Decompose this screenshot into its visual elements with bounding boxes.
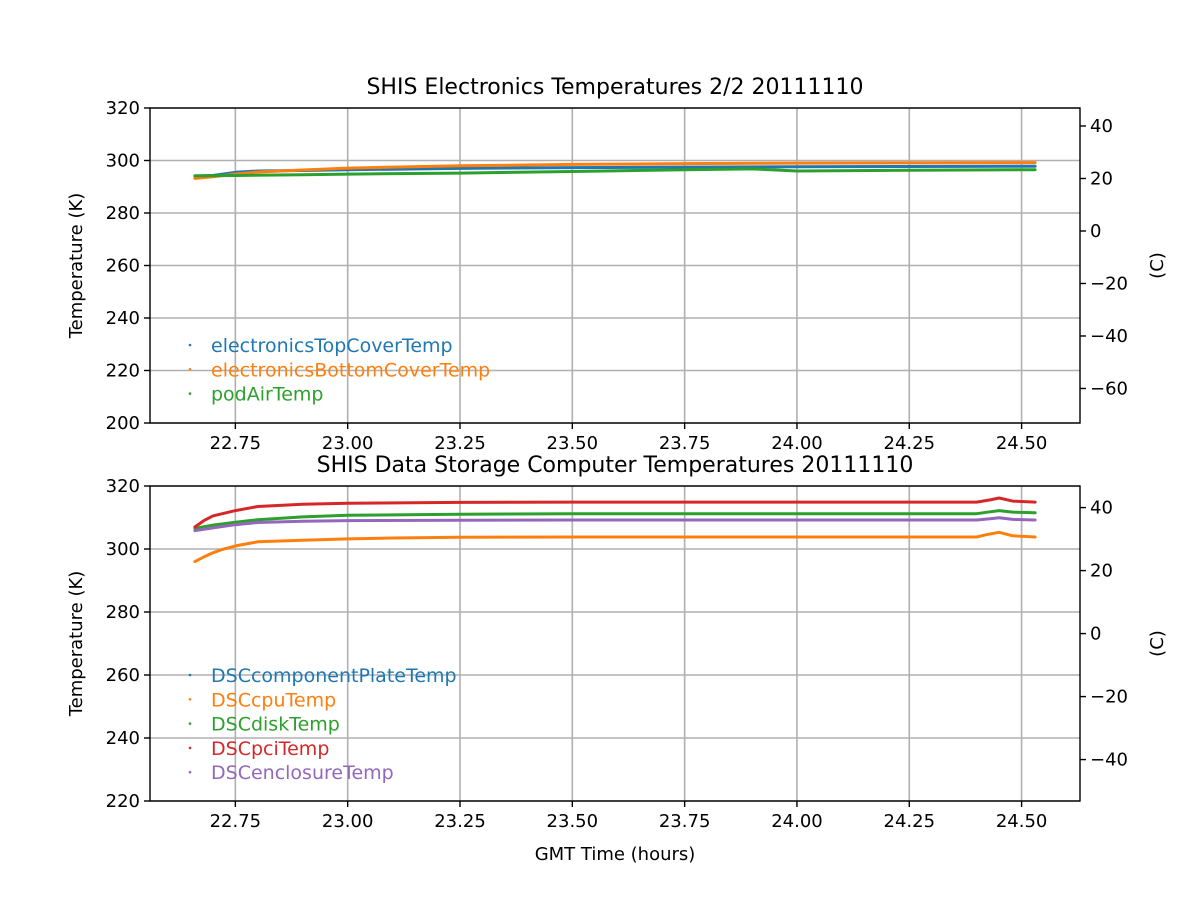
x-tick-label: 24.25 bbox=[884, 433, 936, 454]
y-tick-label: 240 bbox=[106, 308, 140, 329]
chart-title: SHIS Electronics Temperatures 2/2 201111… bbox=[366, 75, 863, 100]
series-line-electronicsTopCoverTemp bbox=[193, 164, 1037, 178]
y2-tick-label: 40 bbox=[1090, 116, 1113, 137]
series-line-DSCcpuTemp bbox=[193, 530, 1037, 564]
x-tick-label: 24.25 bbox=[884, 811, 936, 832]
y2-tick-label: −40 bbox=[1090, 750, 1128, 771]
legend-marker bbox=[188, 392, 192, 395]
legend-marker bbox=[188, 770, 192, 774]
legend-marker bbox=[188, 746, 192, 750]
x-tick-label: 24.00 bbox=[771, 433, 823, 454]
x-tick-label: 24.50 bbox=[996, 811, 1048, 832]
y-tick-label: 300 bbox=[106, 151, 140, 172]
plot-frame bbox=[149, 485, 1081, 802]
legend-marker bbox=[188, 722, 192, 725]
x-tick-label: 22.75 bbox=[210, 433, 262, 454]
y2-tick-label: 40 bbox=[1090, 498, 1113, 519]
legend-marker bbox=[188, 343, 192, 347]
series-line-DSCdiskTemp bbox=[193, 509, 1037, 530]
y-tick-label: 280 bbox=[106, 602, 140, 623]
x-tick-label: 24.00 bbox=[771, 811, 823, 832]
legend-label: DSCcpuTemp bbox=[211, 689, 336, 711]
y-tick-label: 240 bbox=[106, 728, 140, 749]
chart-title: SHIS Data Storage Computer Temperatures … bbox=[317, 453, 914, 478]
y2-tick-label: 0 bbox=[1090, 221, 1101, 242]
electronics-temperatures-chart: 22.75 23.00 23.25 23.50 23.75 24.00 24.25 24.50… bbox=[66, 75, 1168, 454]
legend: electronicsTopCoverTempelectronicsBottom… bbox=[188, 335, 490, 406]
x-tick-label: 23.25 bbox=[434, 811, 486, 832]
legend-label: DSCenclosureTemp bbox=[211, 762, 394, 784]
x-tick-label: 23.50 bbox=[547, 811, 599, 832]
y2-tick-label: −60 bbox=[1090, 378, 1128, 399]
y2-axis-label: (C) bbox=[1147, 252, 1168, 279]
legend-marker bbox=[188, 698, 192, 701]
y-tick-label: 320 bbox=[106, 98, 140, 119]
y-tick-label: 220 bbox=[106, 791, 140, 812]
legend-label: podAirTemp bbox=[211, 384, 323, 406]
series-line-DSCenclosureTemp bbox=[193, 516, 1037, 533]
y2-tick-label: −20 bbox=[1090, 687, 1128, 708]
x-tick-label: 23.75 bbox=[659, 433, 711, 454]
y-axis-label: Temperature (K) bbox=[66, 571, 87, 718]
y2-tick-label: −20 bbox=[1090, 273, 1128, 294]
x-tick-label: 22.75 bbox=[210, 811, 262, 832]
y2-tick-label: 0 bbox=[1090, 624, 1101, 645]
dsc-temperatures-chart: 22.75 23.00 23.25 23.50 23.75 24.00 24.25 24.50… bbox=[66, 453, 1168, 865]
legend-label: electronicsBottomCoverTemp bbox=[211, 359, 490, 381]
legend-marker bbox=[188, 673, 192, 677]
y-tick-label: 260 bbox=[106, 665, 140, 686]
x-axis-label: GMT Time (hours) bbox=[535, 844, 696, 865]
y-tick-label: 220 bbox=[106, 361, 140, 382]
x-tick-label: 23.00 bbox=[322, 811, 374, 832]
legend-label: DSCpciTemp bbox=[211, 738, 329, 760]
x-tick-label: 23.75 bbox=[659, 811, 711, 832]
y2-axis-label: (C) bbox=[1147, 630, 1168, 657]
y2-tick-label: −40 bbox=[1090, 326, 1128, 347]
legend-label: DSCdiskTemp bbox=[211, 714, 340, 736]
x-tick-label: 23.00 bbox=[322, 433, 374, 454]
legend-label: DSCcomponentPlateTemp bbox=[211, 665, 457, 687]
y-tick-label: 260 bbox=[106, 256, 140, 277]
y-tick-label: 320 bbox=[106, 476, 140, 497]
y-tick-label: 280 bbox=[106, 203, 140, 224]
legend-marker bbox=[188, 368, 192, 371]
y-tick-label: 300 bbox=[106, 539, 140, 560]
series-line-DSCpciTemp bbox=[193, 496, 1037, 529]
y-axis-label: Temperature (K) bbox=[66, 193, 87, 340]
legend-label: electronicsTopCoverTemp bbox=[211, 335, 453, 357]
y2-tick-label: 20 bbox=[1090, 168, 1113, 189]
y2-tick-label: 20 bbox=[1090, 561, 1113, 582]
x-tick-label: 24.50 bbox=[996, 433, 1048, 454]
x-tick-label: 23.50 bbox=[547, 433, 599, 454]
x-tick-label: 23.25 bbox=[434, 433, 486, 454]
y-tick-label: 200 bbox=[106, 413, 140, 434]
series-line-podAirTemp bbox=[193, 167, 1037, 178]
